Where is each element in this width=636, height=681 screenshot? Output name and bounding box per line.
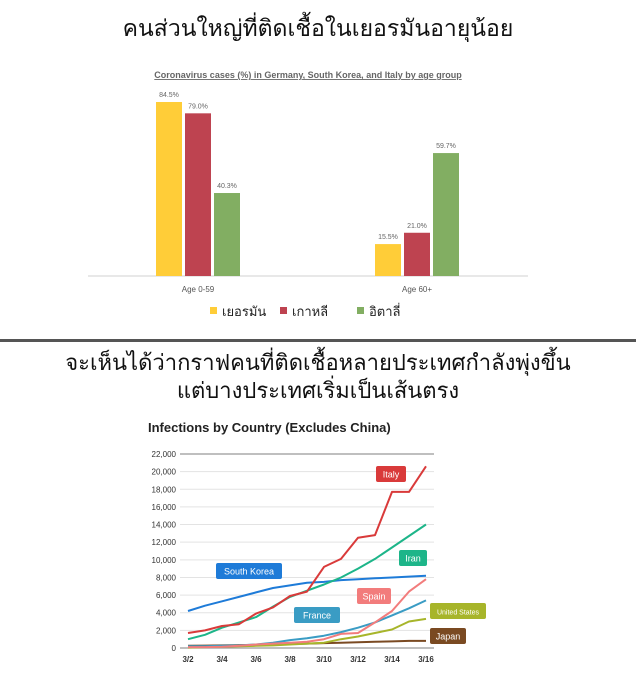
y-tick-label: 2,000 xyxy=(156,626,177,635)
y-tick-label: 20,000 xyxy=(152,468,177,477)
bottom-heading-line2: แต่บางประเทศเริ่มเป็นเส้นตรง xyxy=(176,379,460,404)
line-japan xyxy=(187,639,426,647)
bar-เกาหลี-Age 60+ xyxy=(404,232,430,276)
data-label: 84.5% xyxy=(159,92,179,99)
legend-label: เกาหลี xyxy=(292,304,328,320)
label-text: South Korea xyxy=(224,567,274,577)
data-label: 21.0% xyxy=(407,223,427,230)
legend-swatch xyxy=(280,307,287,314)
label-france: France xyxy=(294,607,340,623)
label-united-states: United States xyxy=(430,603,486,619)
y-tick-label: 16,000 xyxy=(152,503,177,512)
top-heading: คนส่วนใหญ่ที่ติดเชื้อในเยอรมันอายุน้อย xyxy=(122,16,514,42)
line-italy xyxy=(187,465,427,634)
category-label: Age 60+ xyxy=(402,285,432,294)
bar-เกาหลี-Age 0-59 xyxy=(185,113,211,277)
y-tick-label: 18,000 xyxy=(152,485,177,494)
x-tick-label: 3/10 xyxy=(316,655,332,664)
bar-เยอรมัน-Age 0-59 xyxy=(156,102,182,276)
x-tick-label: 3/4 xyxy=(216,655,228,664)
label-box xyxy=(357,588,391,604)
y-tick-label: 10,000 xyxy=(152,556,177,565)
y-tick-label: 14,000 xyxy=(152,521,177,530)
label-text: France xyxy=(303,611,331,621)
y-tick-label: 8,000 xyxy=(156,573,177,582)
section-divider xyxy=(0,339,636,342)
label-box xyxy=(216,563,282,579)
label-box xyxy=(399,550,427,566)
x-tick-label: 3/16 xyxy=(418,655,434,664)
y-tick-label: 12,000 xyxy=(152,538,177,547)
y-tick-label: 6,000 xyxy=(156,591,177,600)
label-text: Japan xyxy=(436,632,461,642)
data-label: 40.3% xyxy=(217,183,237,190)
label-box xyxy=(294,607,340,623)
line-spain xyxy=(188,578,427,649)
bottom-heading: จะเห็นได้ว่ากราฟคนที่ติดเชื้อหลายประเทศก… xyxy=(0,350,636,406)
line-united-states xyxy=(187,617,427,649)
bar-เยอรมัน-Age 60+ xyxy=(375,244,401,276)
bar-อิตาลี่-Age 60+ xyxy=(433,153,459,276)
label-text: Spain xyxy=(362,592,385,602)
y-tick-label: 4,000 xyxy=(156,609,177,618)
label-text: United States xyxy=(437,610,480,617)
bar-อิตาลี่-Age 0-59 xyxy=(214,193,240,276)
age-group-bar-chart: Coronavirus cases (%) in Germany, South … xyxy=(88,70,528,320)
x-tick-label: 3/14 xyxy=(384,655,400,664)
line-france xyxy=(188,599,427,648)
x-tick-label: 3/6 xyxy=(250,655,262,664)
y-tick-label: 0 xyxy=(172,644,177,653)
label-box xyxy=(430,628,466,644)
legend-swatch xyxy=(357,307,364,314)
label-japan: Japan xyxy=(430,628,466,644)
label-italy: Italy xyxy=(376,466,406,482)
category-label: Age 0-59 xyxy=(182,285,215,294)
data-label: 15.5% xyxy=(378,234,398,241)
label-box xyxy=(376,466,406,482)
label-text: Iran xyxy=(405,554,421,564)
y-tick-label: 22,000 xyxy=(152,450,177,459)
label-text: Italy xyxy=(383,470,400,480)
label-iran: Iran xyxy=(399,550,427,566)
line-south-korea xyxy=(187,574,427,612)
data-label: 79.0% xyxy=(188,103,208,110)
data-label: 59.7% xyxy=(436,143,456,150)
label-box xyxy=(430,603,486,619)
x-tick-label: 3/12 xyxy=(350,655,366,664)
legend-label: อิตาลี่ xyxy=(369,303,401,320)
chart-title: Infections by Country (Excludes China) xyxy=(148,420,391,435)
label-south-korea: South Korea xyxy=(216,563,282,579)
legend-label: เยอรมัน xyxy=(222,305,266,320)
x-tick-label: 3/2 xyxy=(182,655,194,664)
x-tick-label: 3/8 xyxy=(284,655,296,664)
bottom-heading-line1: จะเห็นได้ว่ากราฟคนที่ติดเชื้อหลายประเทศก… xyxy=(65,351,571,376)
legend-swatch xyxy=(210,307,217,314)
chart-title: Coronavirus cases (%) in Germany, South … xyxy=(154,70,462,80)
line-iran xyxy=(187,523,427,641)
label-spain: Spain xyxy=(357,588,391,604)
